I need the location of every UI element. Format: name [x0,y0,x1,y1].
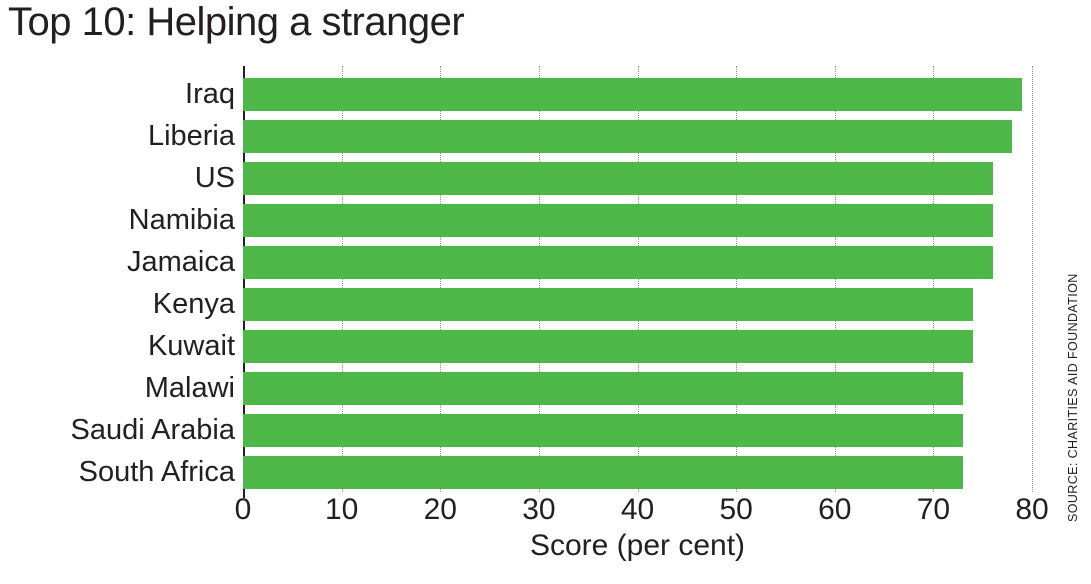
x-tick-label-20: 20 [423,493,457,526]
bar-track-saudi-arabia [243,413,1032,447]
gridline-10 [341,66,343,492]
bar-south-africa [243,455,963,489]
category-label-namibia: Namibia [128,203,235,236]
x-tick-label-70: 70 [916,493,951,526]
x-tick-label-80: 80 [1015,493,1049,526]
bar-kenya [243,287,973,321]
bar-row-kuwait: Kuwait [0,325,1032,367]
x-tick-label-0: 0 [234,493,252,526]
category-label-iraq: Iraq [185,77,235,110]
bar-track-us [243,161,1032,195]
gridline-80 [1032,66,1033,492]
bar-saudi-arabia [243,413,963,447]
category-label-liberia: Liberia [147,119,235,152]
bar-row-namibia: Namibia [0,199,1032,241]
bar-row-saudi-arabia: Saudi Arabia [0,409,1032,451]
chart-title: Top 10: Helping a stranger [8,0,465,44]
bar-track-iraq [243,77,1032,111]
y-axis-line [243,66,245,492]
plot-area [243,66,1033,492]
bar-track-south-africa [243,455,1032,489]
category-label-kuwait: Kuwait [147,329,235,362]
category-label-us: US [194,161,235,194]
x-tick-label-40: 40 [620,493,655,526]
bar-track-namibia [243,203,1032,237]
x-tick-label-50: 50 [719,493,753,526]
x-tick-label-60: 60 [818,493,852,526]
category-label-malawi: Malawi [144,371,235,404]
bar-row-jamaica: Jamaica [0,241,1032,283]
bar-track-liberia [243,119,1032,153]
gridline-70 [933,66,935,492]
bar-liberia [243,119,1013,153]
bar-us [243,161,993,195]
x-tick-label-10: 10 [324,493,359,526]
gridline-30 [538,66,540,492]
bar-row-iraq: Iraq [0,73,1032,115]
bar-track-kuwait [243,329,1032,363]
bar-namibia [243,203,993,237]
source-text: SOURCE: CHARITIES AID FOUNDATION [1066,273,1080,522]
bar-malawi [243,371,963,405]
x-axis-zero-tick [243,492,245,498]
x-tick-label-30: 30 [522,493,556,526]
gridline-20 [440,66,442,492]
bar-iraq [243,77,1023,111]
category-label-jamaica: Jamaica [127,245,235,278]
bar-row-us: US [0,157,1032,199]
bar-row-liberia: Liberia [0,115,1032,157]
gridline-60 [834,66,836,492]
bar-row-south-africa: South Africa [0,451,1032,493]
bar-row-malawi: Malawi [0,367,1032,409]
bar-track-kenya [243,287,1032,321]
bar-track-jamaica [243,245,1032,279]
bar-track-malawi [243,371,1032,405]
bar-row-kenya: Kenya [0,283,1032,325]
category-label-kenya: Kenya [152,287,235,320]
x-axis-title: Score (per cent) [529,529,746,562]
category-label-south-africa: South Africa [78,455,235,488]
category-label-saudi-arabia: Saudi Arabia [70,413,235,446]
bar-jamaica [243,245,993,279]
gridline-40 [637,66,639,492]
x-axis-ticks: 0 10 20 30 40 50 60 70 80 [235,493,1049,526]
bar-kuwait [243,329,973,363]
gridline-50 [736,66,738,492]
bar-rows: Iraq Liberia US Namibia Jamaica Kenya Kuwait Ma… [0,66,1032,493]
